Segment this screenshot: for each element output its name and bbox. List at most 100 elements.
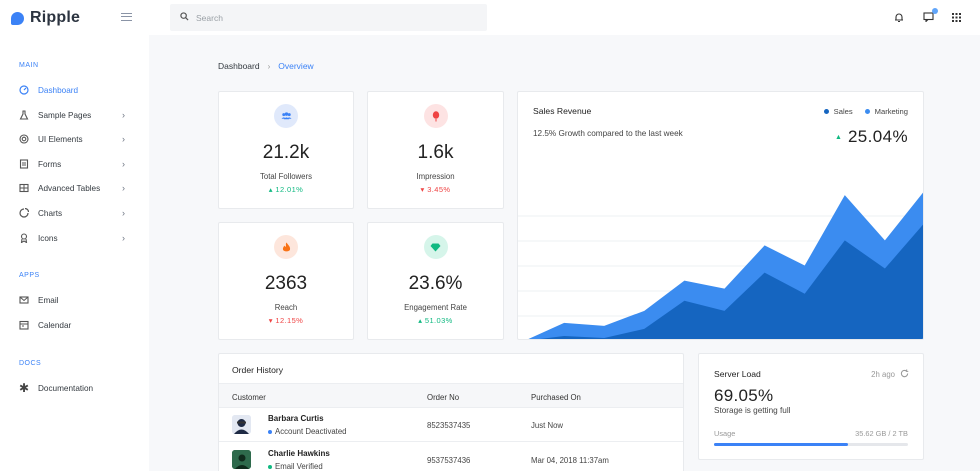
sidebar-item-label: Documentation <box>38 383 94 393</box>
mail-icon <box>19 295 29 305</box>
section-label-docs: DOCS <box>19 360 42 367</box>
stat-card-followers: 21.2k Total Followers ▴ 12.01% <box>218 91 354 209</box>
sidebar-item-charts[interactable]: Charts › <box>19 205 131 221</box>
card-title: Sales Revenue <box>533 106 592 116</box>
stat-value: 21.2k <box>262 142 310 163</box>
legend-dot <box>823 109 829 114</box>
table-header: Customer Order No Purchased On <box>219 383 683 408</box>
search-icon <box>180 12 192 23</box>
refresh-icon[interactable] <box>900 369 909 380</box>
chevron-right-icon: › <box>122 159 125 169</box>
legend-item-marketing[interactable]: Marketing <box>864 107 908 116</box>
apps-grid-icon[interactable] <box>950 11 962 23</box>
breadcrumb-parent[interactable]: Dashboard <box>218 61 260 71</box>
last-updated: 2h ago <box>871 369 909 380</box>
chevron-right-icon: › <box>122 233 125 243</box>
status-dot <box>268 429 272 434</box>
order-number: 8523537435 <box>427 421 471 430</box>
bell-icon[interactable] <box>893 11 905 23</box>
sidebar-item-dashboard[interactable]: Dashboard <box>19 82 131 98</box>
order-number: 9537537436 <box>427 456 471 465</box>
hamburger-menu-icon[interactable] <box>121 13 132 21</box>
chevron-right-icon: › <box>122 183 125 193</box>
chart-legend: Sales Marketing <box>823 107 908 116</box>
legend-item-sales[interactable]: Sales <box>823 107 853 116</box>
customer-status: Email Verified <box>268 462 323 471</box>
chevron-right-icon: › <box>122 110 125 120</box>
stat-value: 2363 <box>264 273 308 294</box>
fire-icon <box>274 235 298 259</box>
arrow-up-icon: ▴ <box>268 185 276 194</box>
avatar <box>232 450 251 469</box>
legend-dot <box>864 109 870 114</box>
card-subtitle: 12.5% Growth compared to the last week <box>533 129 683 138</box>
sidebar-item-documentation[interactable]: ✱ Documentation <box>19 380 131 396</box>
topbar <box>149 0 980 35</box>
sidebar-item-label: Icons <box>38 233 58 243</box>
area-series-marketing <box>539 224 923 339</box>
stat-card-impression: 1.6k Impression ▾ 3.45% <box>367 91 504 209</box>
stat-value: 1.6k <box>417 142 454 163</box>
sidebar-item-label: Forms <box>38 159 62 169</box>
stat-change: ▾ 3.45% <box>420 185 451 194</box>
stat-card-engagement: 23.6% Engagement Rate ▴ 51.03% <box>367 222 504 340</box>
sidebar-item-label: Calendar <box>38 320 72 330</box>
diamond-icon <box>423 235 448 259</box>
search-bar[interactable] <box>170 4 487 31</box>
sidebar-item-label: Dashboard <box>38 85 79 95</box>
chevron-right-icon: › <box>267 61 271 71</box>
sidebar-item-forms[interactable]: Forms › <box>19 156 131 172</box>
column-header-order-no[interactable]: Order No <box>427 393 460 402</box>
document-icon <box>19 159 29 169</box>
chevron-right-icon: › <box>122 134 125 144</box>
sales-revenue-card: Sales Revenue 12.5% Growth compared to t… <box>517 91 924 340</box>
table-row[interactable]: Barbara Curtis Account Deactivated 85235… <box>219 408 683 442</box>
column-header-customer[interactable]: Customer <box>232 393 266 402</box>
arrow-down-icon: ▾ <box>268 316 276 325</box>
arrow-up-icon: ▴ <box>418 316 425 325</box>
usage-progress-fill <box>714 443 848 446</box>
sidebar: Ripple MAIN Dashboard Sample Pages › UI … <box>0 0 149 471</box>
sidebar-item-email[interactable]: Email <box>19 292 131 308</box>
section-label-main: MAIN <box>19 62 39 69</box>
column-header-purchased-on[interactable]: Purchased On <box>531 393 581 402</box>
stat-label: Reach <box>274 303 298 312</box>
dashboard-icon <box>19 85 29 95</box>
breadcrumb: Dashboard › Overview <box>218 61 314 71</box>
sales-revenue-chart <box>518 192 923 339</box>
stat-change: ▴ 12.01% <box>268 185 304 194</box>
search-input[interactable] <box>196 12 476 23</box>
sidebar-item-advanced-tables[interactable]: Advanced Tables › <box>19 180 131 196</box>
ripple-logo-icon <box>11 11 24 25</box>
status-dot <box>268 464 272 469</box>
table-row[interactable]: Charlie Hawkins Email Verified 953753743… <box>219 443 683 471</box>
stat-value: 23.6% <box>408 273 463 294</box>
sidebar-item-label: Sample Pages <box>38 110 92 120</box>
customer-status: Account Deactivated <box>268 427 347 436</box>
server-load-value: 69.05% <box>714 386 774 405</box>
stat-label: Engagement Rate <box>404 303 467 312</box>
stat-change: ▾ 12.15% <box>268 316 304 325</box>
sidebar-item-icons[interactable]: Icons › <box>19 230 131 246</box>
customer-name: Barbara Curtis <box>268 414 324 423</box>
arrow-down-icon: ▾ <box>420 185 428 194</box>
users-icon <box>274 104 298 128</box>
app-logo[interactable]: Ripple <box>11 9 80 27</box>
balloon-icon <box>423 104 448 128</box>
storage-capacity: 35.62 GB / 2 TB <box>855 429 908 438</box>
table-icon <box>19 183 29 193</box>
stat-label: Total Followers <box>260 172 312 181</box>
sidebar-item-ui-elements[interactable]: UI Elements › <box>19 131 131 147</box>
usage-label: Usage <box>714 429 736 438</box>
order-history-card: Order History Customer Order No Purchase… <box>218 353 684 471</box>
sidebar-item-calendar[interactable]: Calendar <box>19 317 131 333</box>
messages-icon[interactable] <box>922 8 938 23</box>
purchase-date: Just Now <box>531 421 564 430</box>
sidebar-item-sample-pages[interactable]: Sample Pages › <box>19 107 131 123</box>
card-title: Server Load <box>714 369 761 379</box>
server-load-card: Server Load 2h ago 69.05% Storage is get… <box>698 353 924 460</box>
target-icon <box>19 134 29 144</box>
sidebar-item-label: Advanced Tables <box>38 183 101 193</box>
stat-label: Impression <box>416 172 455 181</box>
pie-chart-icon <box>19 208 29 218</box>
